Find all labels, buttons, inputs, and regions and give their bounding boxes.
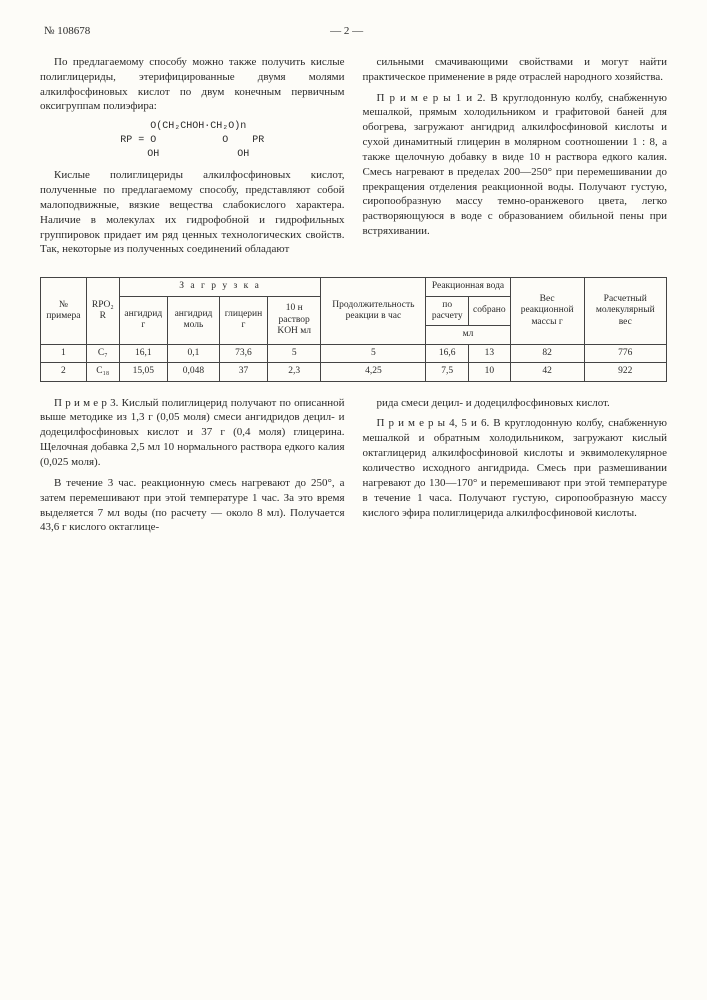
cell: 0,048: [167, 363, 219, 381]
th-mass: Вес реакционной массы г: [510, 278, 584, 345]
cell: 13: [469, 344, 511, 362]
column-right-2: рида смеси децил- и додецилфосфиновых ки…: [363, 396, 668, 542]
paragraph: П р и м е р ы 4, 5 и 6. В круглодонную к…: [363, 416, 668, 520]
page-header: № 108678 — 2 —: [40, 24, 667, 39]
th-water-coll: собрано: [469, 296, 511, 326]
th-koh: 10 н раствор KOH мл: [267, 296, 320, 344]
cell: 15,05: [119, 363, 167, 381]
cell: 0,1: [167, 344, 219, 362]
cell: 5: [321, 344, 426, 362]
th-water-unit: мл: [426, 326, 510, 344]
th-water-calc: по расчету: [426, 296, 469, 326]
th-duration: Продолжительность реакции в час: [321, 278, 426, 345]
paragraph: Кислые полиглицериды алкилфосфиновых кис…: [40, 168, 345, 257]
cell: 4,25: [321, 363, 426, 381]
table-row: 1 C₇ 16,1 0,1 73,6 5 5 16,6 13 82 776: [41, 344, 667, 362]
cell: 776: [584, 344, 666, 362]
header-spacer: [603, 24, 663, 39]
th-rpo2: RPO₂ R: [86, 278, 119, 345]
table-row: 2 C₁₈ 15,05 0,048 37 2,3 4,25 7,5 10 42 …: [41, 363, 667, 381]
table-body: 1 C₇ 16,1 0,1 73,6 5 5 16,6 13 82 776 2 …: [41, 344, 667, 381]
th-loading-group: З а г р у з к а: [119, 278, 321, 296]
text-block-2: П р и м е р 3. Кислый полиглицерид получ…: [40, 396, 667, 542]
th-molweight: Расчетный молекулярный вес: [584, 278, 666, 345]
cell: 5: [267, 344, 320, 362]
th-glycerin: глицерин г: [220, 296, 268, 344]
th-anhydride-mol: ангидрид моль: [167, 296, 219, 344]
cell: 37: [220, 363, 268, 381]
cell: 2,3: [267, 363, 320, 381]
page-number: — 2 —: [330, 24, 363, 39]
cell: 10: [469, 363, 511, 381]
th-anhydride-g: ангидрид г: [119, 296, 167, 344]
paragraph: По предлагаемому способу можно также пол…: [40, 55, 345, 114]
cell: 7,5: [426, 363, 469, 381]
doc-number: № 108678: [44, 24, 90, 39]
paragraph: сильными смачивающими свойствами и могут…: [363, 55, 668, 85]
th-number: № примера: [41, 278, 87, 345]
paragraph: рида смеси децил- и додецилфосфиновых ки…: [363, 396, 668, 411]
column-left-1: По предлагаемому способу можно также пол…: [40, 55, 345, 263]
cell: 82: [510, 344, 584, 362]
data-table: № примера RPO₂ R З а г р у з к а Продолж…: [40, 277, 667, 381]
paragraph: П р и м е р ы 1 и 2. В круглодонную колб…: [363, 91, 668, 239]
cell: 42: [510, 363, 584, 381]
paragraph: В течение 3 час. реакционную смесь нагре…: [40, 476, 345, 535]
cell: 16,6: [426, 344, 469, 362]
paragraph: П р и м е р 3. Кислый полиглицерид получ…: [40, 396, 345, 470]
cell: 16,1: [119, 344, 167, 362]
column-left-2: П р и м е р 3. Кислый полиглицерид получ…: [40, 396, 345, 542]
cell: 1: [41, 344, 87, 362]
cell: 73,6: [220, 344, 268, 362]
th-water-group: Реакционная вода: [426, 278, 510, 296]
cell: 2: [41, 363, 87, 381]
cell: 922: [584, 363, 666, 381]
cell: C₇: [86, 344, 119, 362]
column-right-1: сильными смачивающими свойствами и могут…: [363, 55, 668, 263]
cell: C₁₈: [86, 363, 119, 381]
chemical-formula: O(CH₂CHOH·CH₂O)n RP = O O PR OH OH: [40, 120, 345, 162]
text-block-1: По предлагаемому способу можно также пол…: [40, 55, 667, 263]
